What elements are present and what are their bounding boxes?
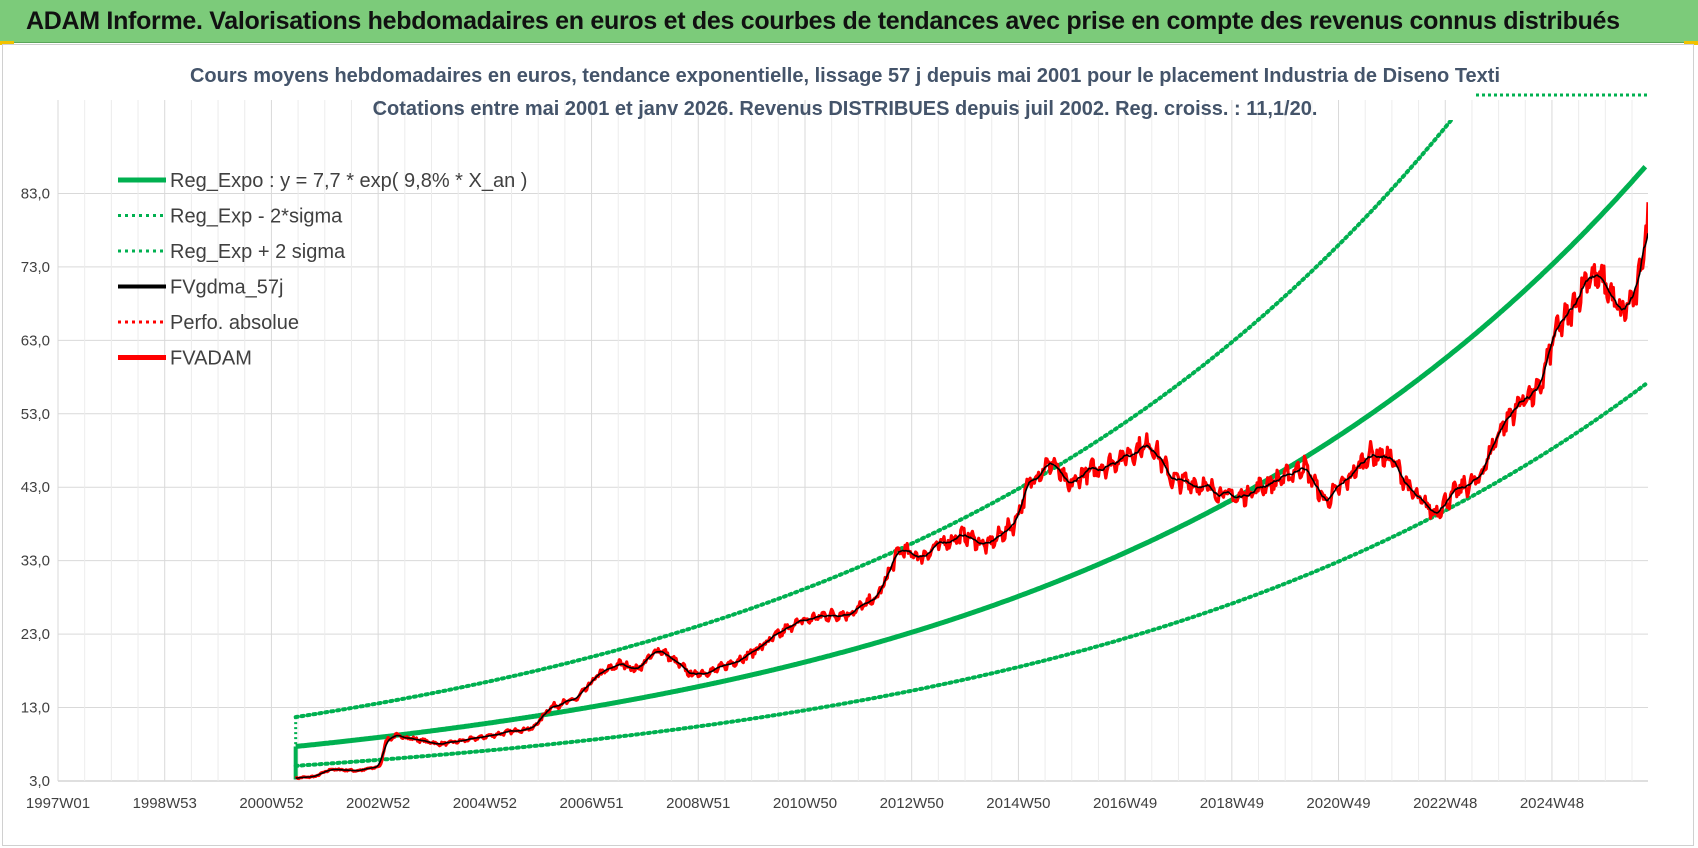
- legend-label: Perfo. absolue: [170, 312, 299, 334]
- y-tick-label: 23,0: [21, 626, 50, 643]
- series-reg-exp-minus-2sigma: [293, 382, 1648, 768]
- x-tick-label: 2010W50: [773, 795, 837, 812]
- legend-item: FVADAM: [118, 348, 252, 370]
- y-tick-label: 3,0: [29, 773, 50, 790]
- y-tick-label: 33,0: [21, 553, 50, 570]
- legend-label: FVADAM: [170, 348, 252, 370]
- chart-frame: [2, 44, 1694, 846]
- chart-legend: Reg_Expo : y = 7,7 * exp( 9,8% * X_an ) R…: [118, 170, 527, 370]
- legend-label: FVgdma_57j: [170, 277, 283, 299]
- legend-label: Reg_Expo : y = 7,7 * exp( 9,8% * X_an ): [170, 170, 527, 192]
- chart-title-line1: Cours moyens hebdomadaires en euros, ten…: [190, 65, 1500, 87]
- y-tick-label: 53,0: [21, 406, 50, 423]
- x-tick-label: 2006W51: [559, 795, 623, 812]
- x-tick-label: 2014W50: [986, 795, 1050, 812]
- legend-label: Reg_Exp + 2 sigma: [170, 241, 346, 263]
- x-tick-label: 2018W49: [1200, 795, 1264, 812]
- legend-item: Perfo. absolue: [118, 312, 299, 334]
- series-reg-expo: [295, 165, 1648, 749]
- x-tick-label: 2008W51: [666, 795, 730, 812]
- chart-title-line2: Cotations entre mai 2001 et janv 2026. R…: [373, 98, 1318, 120]
- x-tick-label: 2022W48: [1413, 795, 1477, 812]
- report-banner: ADAM Informe. Valorisations hebdomadaire…: [0, 0, 1698, 43]
- y-tick-label: 63,0: [21, 332, 50, 349]
- series-fvgdma-57j: [295, 233, 1648, 779]
- chart-series: [293, 120, 1648, 781]
- x-tick-label: 2020W49: [1306, 795, 1370, 812]
- x-axis-labels: 1997W01 1998W53 2000W52 2002W52 2004W52 2006W…: [26, 795, 1584, 812]
- x-tick-label: 2016W49: [1093, 795, 1157, 812]
- x-tick-label: 2012W50: [880, 795, 944, 812]
- x-tick-label: 2002W52: [346, 795, 410, 812]
- y-axis-labels: 3,0 13,0 23,0 33,0 43,0 53,0 63,0 73,0 83,0: [21, 185, 50, 790]
- y-tick-label: 73,0: [21, 259, 50, 276]
- y-tick-label: 83,0: [21, 185, 50, 202]
- y-tick-label: 43,0: [21, 479, 50, 496]
- x-tick-label: 2000W52: [239, 795, 303, 812]
- x-tick-label: 2004W52: [453, 795, 517, 812]
- y-tick-label: 13,0: [21, 700, 50, 717]
- x-tick-label: 1997W01: [26, 795, 90, 812]
- corner-accent-left: [0, 41, 14, 45]
- legend-label: Reg_Exp - 2*sigma: [170, 206, 343, 228]
- series-reg-exp-plus-2sigma: [293, 120, 1454, 720]
- corner-accent-right: [1684, 41, 1698, 45]
- legend-item: Reg_Exp + 2 sigma: [118, 241, 346, 263]
- x-tick-label: 2024W48: [1520, 795, 1584, 812]
- legend-item: FVgdma_57j: [118, 277, 283, 299]
- chart-grid: [57, 100, 1648, 782]
- report-title: ADAM Informe. Valorisations hebdomadaire…: [26, 7, 1620, 35]
- legend-item: Reg_Exp - 2*sigma: [118, 206, 343, 228]
- legend-item: Reg_Expo : y = 7,7 * exp( 9,8% * X_an ): [118, 170, 527, 192]
- series-fvadam: [294, 202, 1648, 781]
- x-tick-label: 1998W53: [133, 795, 197, 812]
